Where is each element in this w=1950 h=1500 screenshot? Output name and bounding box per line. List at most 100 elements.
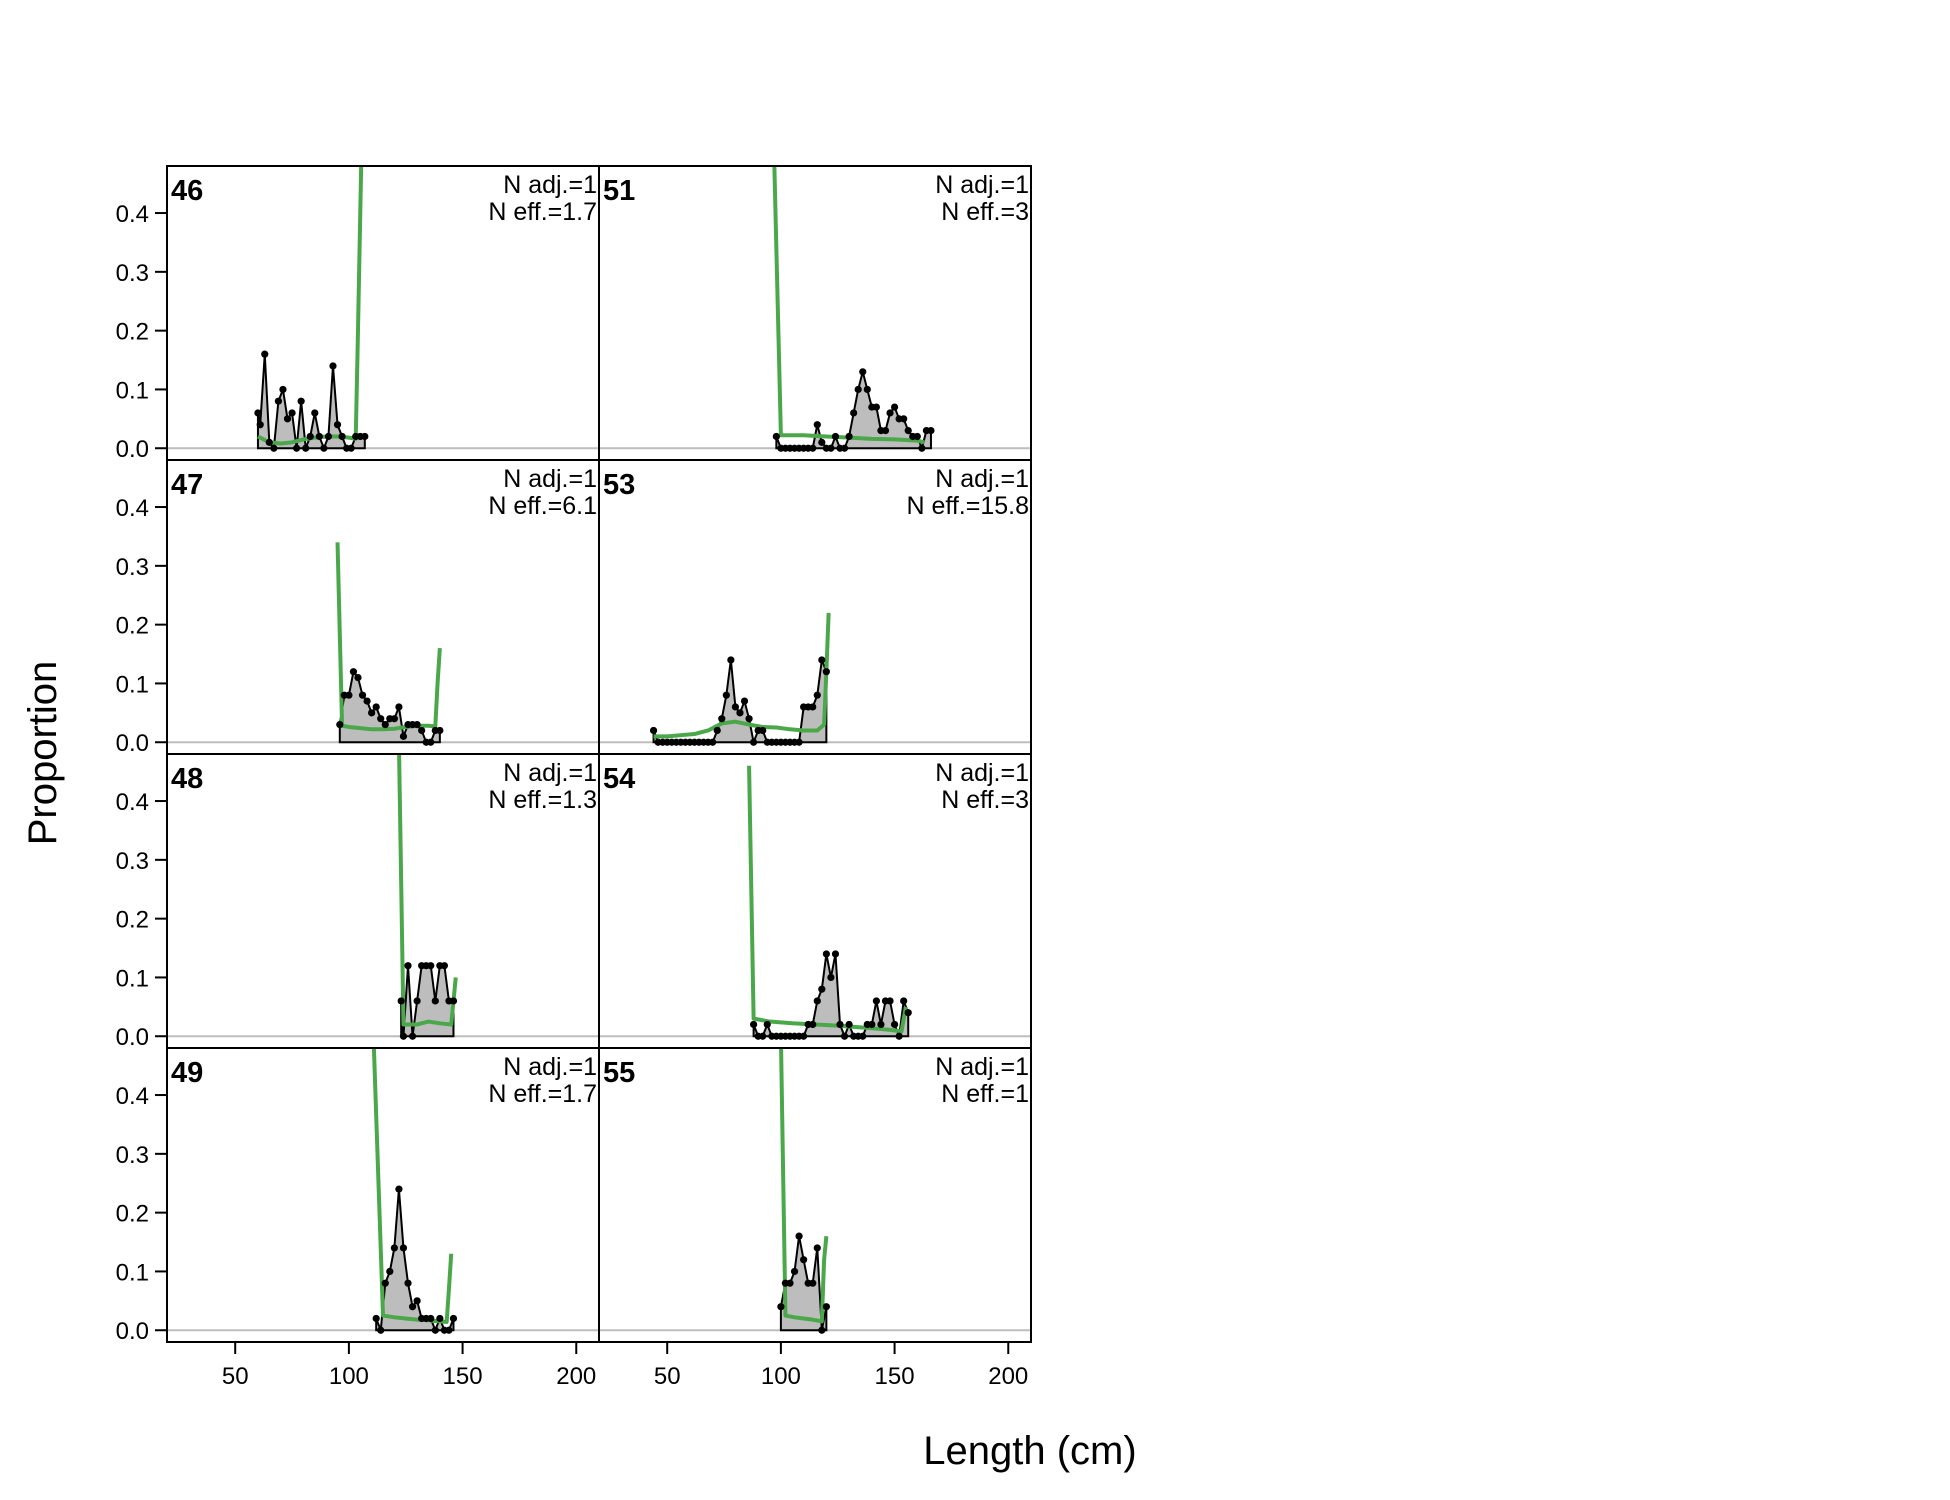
observed-point [288, 409, 296, 417]
observed-point [845, 1020, 853, 1029]
x-tick-label: 100 [761, 1363, 801, 1390]
observed-point [854, 385, 862, 394]
observed-point [718, 715, 726, 723]
observed-point [363, 697, 371, 705]
observed-point [265, 438, 273, 446]
observed-point [740, 697, 749, 705]
n-adj-label: N adj.=1 [935, 759, 1029, 787]
observed-point [377, 1326, 385, 1334]
observed-point [822, 668, 830, 676]
observed-point [809, 444, 817, 452]
observed-point [900, 415, 908, 423]
observed-point [372, 703, 380, 711]
observed-point [306, 432, 314, 441]
observed-point [372, 1314, 380, 1323]
observed-point [809, 1279, 817, 1287]
observed-point [377, 715, 385, 723]
observed-point [381, 1279, 389, 1287]
observed-point [413, 997, 421, 1005]
n-adj-label: N adj.=1 [503, 465, 597, 493]
panel-55: 55 N adj.=1N eff.=1 50 100 150 200 [598, 1047, 1032, 1390]
observed-point [877, 1020, 885, 1029]
observed-point [918, 444, 926, 452]
y-tick-label: 0.0 [116, 436, 149, 463]
expected-line [257, 166, 364, 446]
observed-point [368, 709, 376, 717]
observed-point [399, 1244, 408, 1252]
observed-point [404, 1279, 412, 1287]
panel-plot-area [599, 1048, 1031, 1334]
observed-point [297, 397, 305, 405]
n-adj-label: N adj.=1 [503, 171, 597, 199]
observed-point [390, 1244, 398, 1252]
observed-point [324, 432, 333, 441]
y-tick-label: 0.4 [116, 789, 149, 816]
observed-point [445, 1326, 453, 1334]
panel-51: 51 N adj.=1N eff.=3 [598, 165, 1032, 461]
panel-id-label: 49 [171, 1057, 203, 1089]
observed-point [436, 1314, 444, 1323]
x-tick-label: 200 [988, 1363, 1028, 1390]
n-adj-label: N adj.=1 [935, 465, 1029, 493]
observed-point [790, 1267, 799, 1276]
panel-plot-area [599, 166, 1031, 452]
observed-point [872, 997, 880, 1005]
observed-point [750, 1020, 758, 1029]
y-tick-label: 0.0 [116, 730, 149, 757]
observed-point [395, 703, 403, 711]
observed-point [361, 432, 369, 441]
observed-point [333, 421, 342, 429]
observed-point [731, 703, 740, 711]
expected-line [772, 166, 925, 445]
observed-point [818, 656, 826, 664]
y-tick-label: 0.1 [116, 1259, 149, 1286]
panel-id-label: 46 [171, 175, 203, 207]
x-tick-label: 200 [556, 1363, 596, 1390]
expected-line [335, 542, 442, 732]
observed-point [813, 997, 821, 1005]
observed-point [759, 1032, 767, 1040]
observed-point [315, 432, 323, 441]
observed-point [349, 668, 358, 676]
observed-point [427, 738, 435, 746]
observed-point [427, 1314, 435, 1323]
observed-point [390, 715, 398, 723]
observed-point [822, 1303, 830, 1311]
y-tick-label: 0.1 [116, 965, 149, 992]
observed-point [818, 438, 826, 446]
observed-point [436, 726, 444, 735]
x-tick-label: 100 [329, 1363, 369, 1390]
observed-point [449, 1314, 458, 1323]
n-eff-label: N eff.=3 [941, 786, 1029, 814]
panel-plot-area [167, 166, 599, 452]
expected-line [653, 612, 831, 739]
observed-point [900, 997, 908, 1005]
panel-49: 49 N adj.=1N eff.=1.7 0.0 0.1 0.2 0.3 0.4 50 100… [116, 1047, 600, 1390]
observed-point [813, 421, 821, 429]
observed-point [722, 691, 730, 699]
observed-point [786, 1279, 794, 1287]
observed-point [449, 997, 458, 1005]
panel-id-label: 53 [603, 469, 635, 501]
observed-point [859, 368, 867, 376]
observed-point [886, 409, 894, 417]
observed-point [256, 421, 264, 429]
panel-grid: 46 N adj.=1N eff.=1.70.00.10.20.30.451 N a… [116, 165, 1032, 1390]
y-tick-label: 0.1 [116, 671, 149, 698]
panel-46: 46 N adj.=1N eff.=1.7 0.0 0.1 0.2 0.3 0.4 [116, 165, 600, 463]
observed-point [750, 738, 758, 746]
n-eff-label: N eff.=1.7 [488, 1080, 597, 1108]
observed-point [772, 432, 780, 441]
observed-point [868, 1020, 876, 1029]
observed-point [397, 997, 405, 1005]
observed-point [736, 709, 744, 717]
observed-point [404, 962, 412, 970]
observed-point [745, 715, 753, 723]
observed-point [863, 385, 871, 394]
observed-point [270, 444, 278, 452]
x-tick-label: 150 [443, 1363, 483, 1390]
observed-point [795, 738, 803, 746]
observed-point [831, 432, 840, 441]
observed-point [831, 950, 840, 958]
observed-point [320, 444, 328, 452]
